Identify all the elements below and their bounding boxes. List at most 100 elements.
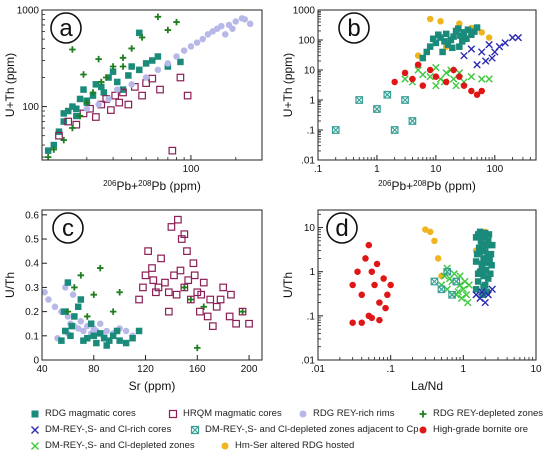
data-points bbox=[42, 215, 253, 352]
x-tick-label: .1 bbox=[386, 364, 395, 375]
data-point-rdg-cores bbox=[135, 327, 143, 335]
data-point-bornite bbox=[384, 291, 391, 299]
y-tick-label: 100 bbox=[298, 36, 315, 47]
data-point-rdg-depleted bbox=[173, 18, 180, 26]
data-point-rdg-rims bbox=[77, 318, 85, 325]
x-axis-label-part: Sr (ppm) bbox=[129, 379, 176, 393]
data-point-rdg-cores bbox=[481, 247, 489, 254]
data-point-hrqm-cores bbox=[142, 79, 150, 87]
data-point-rdg-cores bbox=[426, 43, 434, 50]
panel-badge-circle bbox=[52, 212, 84, 244]
data-point-rdg-cores bbox=[472, 258, 480, 265]
panel-badge-circle bbox=[338, 12, 370, 44]
data-point-dm-depleted bbox=[462, 291, 471, 299]
data-point-hrqm-cores bbox=[225, 312, 234, 321]
y-tick-label: 0 bbox=[33, 356, 39, 367]
data-point-hrqm-cores bbox=[232, 319, 240, 328]
data-point-dm-depleted bbox=[452, 81, 460, 90]
data-point-dm-rich bbox=[460, 51, 468, 60]
data-point-dm-rich bbox=[488, 54, 496, 62]
data-point-rdg-cores bbox=[96, 330, 104, 337]
data-point-rdg-cores bbox=[109, 332, 117, 340]
data-point-rdg-depleted bbox=[181, 284, 188, 291]
data-point-rdg-cores bbox=[444, 41, 452, 48]
data-point-bornite bbox=[354, 268, 361, 275]
data-point-rdg-cores bbox=[136, 29, 143, 37]
data-point-rdg-rims bbox=[105, 95, 112, 103]
data-point-bornite bbox=[450, 66, 457, 74]
data-point-rdg-rims bbox=[187, 43, 195, 50]
data-point-hrqm-cores bbox=[196, 307, 204, 316]
data-point-dm-depleted bbox=[440, 272, 449, 280]
x-tick-label: 120 bbox=[137, 364, 154, 375]
data-point-hmser bbox=[434, 255, 442, 262]
y-tick-label: 0.1 bbox=[25, 331, 39, 342]
legend-marker bbox=[299, 410, 307, 417]
data-point-rdg-cores bbox=[113, 78, 121, 86]
y-tick-label: 10 bbox=[304, 223, 316, 234]
data-point-rdg-depleted bbox=[96, 264, 104, 272]
data-point-rdg-rims bbox=[173, 53, 180, 60]
data-point-rdg-rims bbox=[218, 22, 225, 30]
data-point-bornite bbox=[349, 281, 356, 289]
data-point-hrqm-cores bbox=[180, 230, 189, 239]
data-point-hmser bbox=[431, 237, 438, 245]
data-point-rdg-cores bbox=[142, 60, 150, 67]
data-point-bornite bbox=[401, 69, 409, 77]
data-point-rdg-cores bbox=[485, 231, 493, 238]
data-point-bornite bbox=[358, 319, 365, 326]
data-point-hrqm-cores bbox=[157, 254, 165, 263]
data-point-rdg-cores bbox=[483, 241, 490, 249]
data-point-rdg-depleted bbox=[154, 13, 162, 21]
data-point-rdg-depleted bbox=[109, 308, 117, 315]
data-point-hrqm-cores bbox=[172, 290, 181, 299]
data-point-hrqm-cores bbox=[176, 73, 185, 82]
data-point-hrqm-cores bbox=[154, 283, 163, 292]
x-axis-label-part: 206 bbox=[378, 179, 392, 188]
data-point-rdg-depleted bbox=[50, 146, 58, 153]
x-axis-label: 206Pb+208Pb (ppm) bbox=[103, 179, 201, 194]
panel-badge-circle bbox=[50, 12, 82, 44]
data-point-hmser bbox=[422, 226, 429, 233]
data-point-rdg-cores bbox=[457, 32, 464, 39]
data-point-hrqm-cores bbox=[138, 91, 146, 100]
data-point-rdg-cores bbox=[463, 35, 470, 43]
x-axis-label-part: 208 bbox=[138, 179, 152, 188]
x-tick-label: 160 bbox=[189, 364, 206, 375]
data-point-rdg-cores bbox=[93, 339, 100, 347]
data-point-rdg-cores bbox=[62, 327, 69, 335]
data-point-bornite bbox=[460, 82, 468, 89]
legend-marker bbox=[31, 425, 39, 434]
legend-marker bbox=[190, 425, 200, 434]
data-point-hrqm-cores bbox=[141, 271, 150, 280]
x-tick-label: .01 bbox=[311, 364, 325, 375]
data-point-dm-adjacent bbox=[430, 277, 439, 286]
data-point-rdg-depleted bbox=[69, 124, 76, 132]
data-point-rdg-cores bbox=[419, 54, 427, 62]
data-point-hrqm-cores bbox=[238, 307, 247, 316]
x-tick-label: 80 bbox=[88, 364, 100, 375]
data-point-rdg-cores bbox=[484, 275, 492, 282]
y-tick-label: 0.2 bbox=[25, 307, 39, 318]
data-point-hmser bbox=[456, 20, 463, 27]
x-axis-label-part: Pb+ bbox=[391, 179, 413, 193]
legend-item-hrqm-cores: HRQM magmatic cores bbox=[168, 408, 282, 419]
data-point-dm-depleted bbox=[442, 69, 450, 77]
data-point-hrqm-cores bbox=[149, 276, 158, 285]
data-point-bornite bbox=[468, 87, 475, 95]
data-point-rdg-depleted bbox=[194, 344, 201, 352]
data-point-rdg-cores bbox=[474, 270, 482, 277]
data-point-rdg-cores bbox=[87, 320, 95, 327]
legend: RDG magmatic cores HRQM magmatic cores R… bbox=[0, 398, 550, 454]
panel-d: .01 .1 1 10 .01 .1 1 10 La/Nd U/Th d bbox=[281, 209, 542, 393]
data-point-dm-depleted bbox=[432, 81, 440, 90]
data-point-bornite bbox=[368, 268, 376, 275]
data-point-rdg-cores bbox=[60, 110, 68, 117]
data-point-rdg-rims bbox=[74, 325, 82, 332]
data-point-bornite bbox=[376, 299, 383, 306]
data-point-dm-adjacent bbox=[390, 126, 399, 134]
data-point-rdg-depleted bbox=[69, 46, 76, 53]
legend-item-dm-rich: DM-REY-,S- and Cl-rich cores bbox=[30, 424, 171, 435]
data-point-hrqm-cores bbox=[208, 322, 217, 330]
data-point-rdg-cores bbox=[447, 36, 455, 44]
